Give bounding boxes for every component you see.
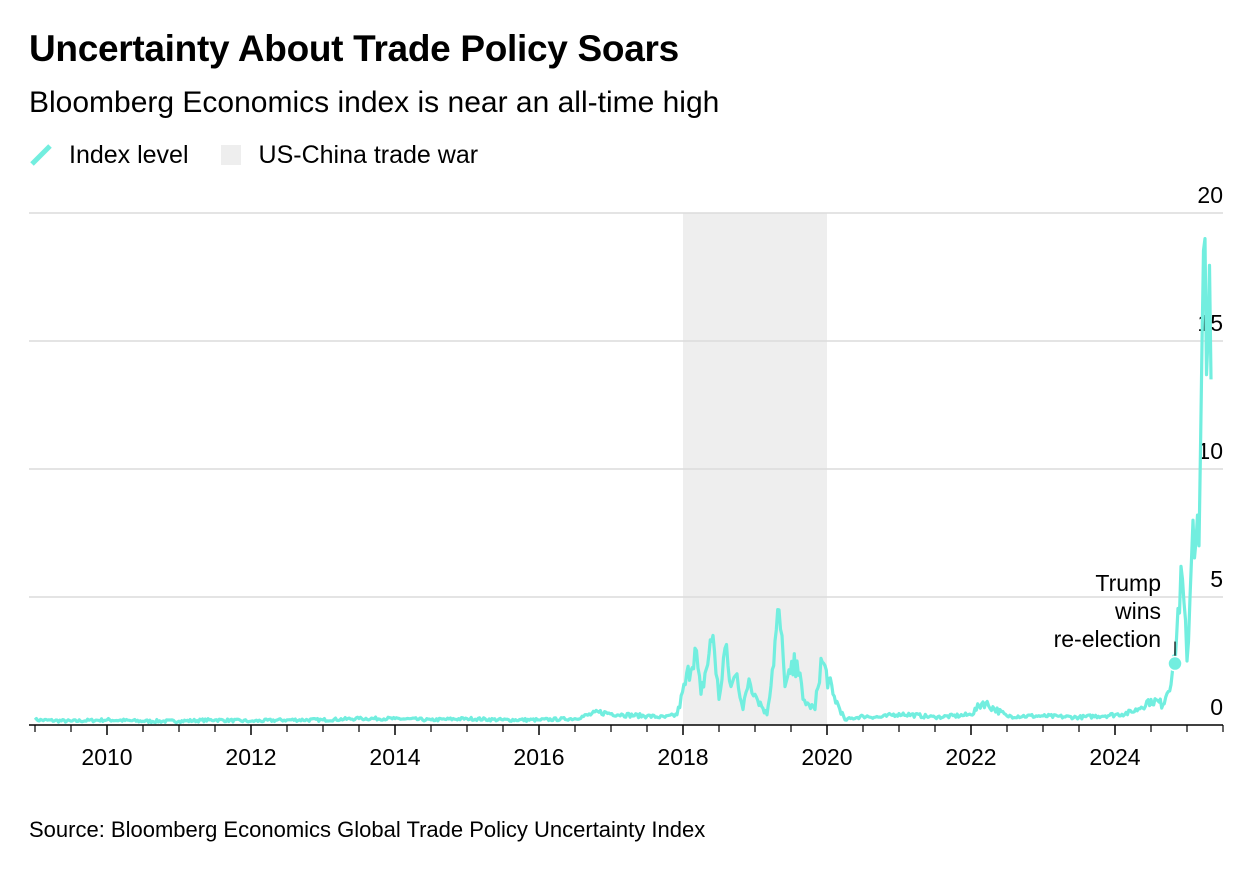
annotation-marker	[1167, 655, 1183, 672]
x-tick-label-2024: 2024	[1089, 744, 1140, 770]
legend-line-icon	[30, 144, 52, 166]
legend-label-index-level: Index level	[69, 140, 189, 169]
x-tick-label-2018: 2018	[657, 744, 708, 770]
x-tick-label-2014: 2014	[369, 744, 420, 770]
annotation-text-line-1: wins	[1114, 598, 1161, 624]
x-tick-label-2016: 2016	[513, 744, 564, 770]
x-tick-label-2012: 2012	[225, 744, 276, 770]
y-tick-label-0: 0	[1210, 694, 1223, 720]
chart-subtitle: Bloomberg Economics index is near an all…	[29, 86, 720, 119]
chart-title: Uncertainty About Trade Policy Soars	[29, 28, 679, 69]
legend-swatch-icon	[220, 145, 241, 165]
legend-item-index-level: Index level	[29, 141, 189, 170]
x-tick-label-2022: 2022	[945, 744, 996, 770]
annotation-text-line-0: Trump	[1095, 570, 1161, 596]
legend-item-trade-war: US-China trade war	[220, 140, 479, 170]
y-tick-label-5: 5	[1210, 566, 1223, 592]
legend-label-trade-war: US-China trade war	[258, 140, 479, 169]
y-tick-label-20: 20	[1197, 182, 1223, 208]
source-note: Source: Bloomberg Economics Global Trade…	[29, 817, 706, 842]
x-tick-label-2010: 2010	[81, 744, 132, 770]
chart-legend: Index level US-China trade war	[29, 140, 510, 170]
series-line-index-level	[33, 237, 1213, 725]
annotation-text-line-2: re-election	[1054, 626, 1161, 652]
x-tick-label-2020: 2020	[801, 744, 852, 770]
